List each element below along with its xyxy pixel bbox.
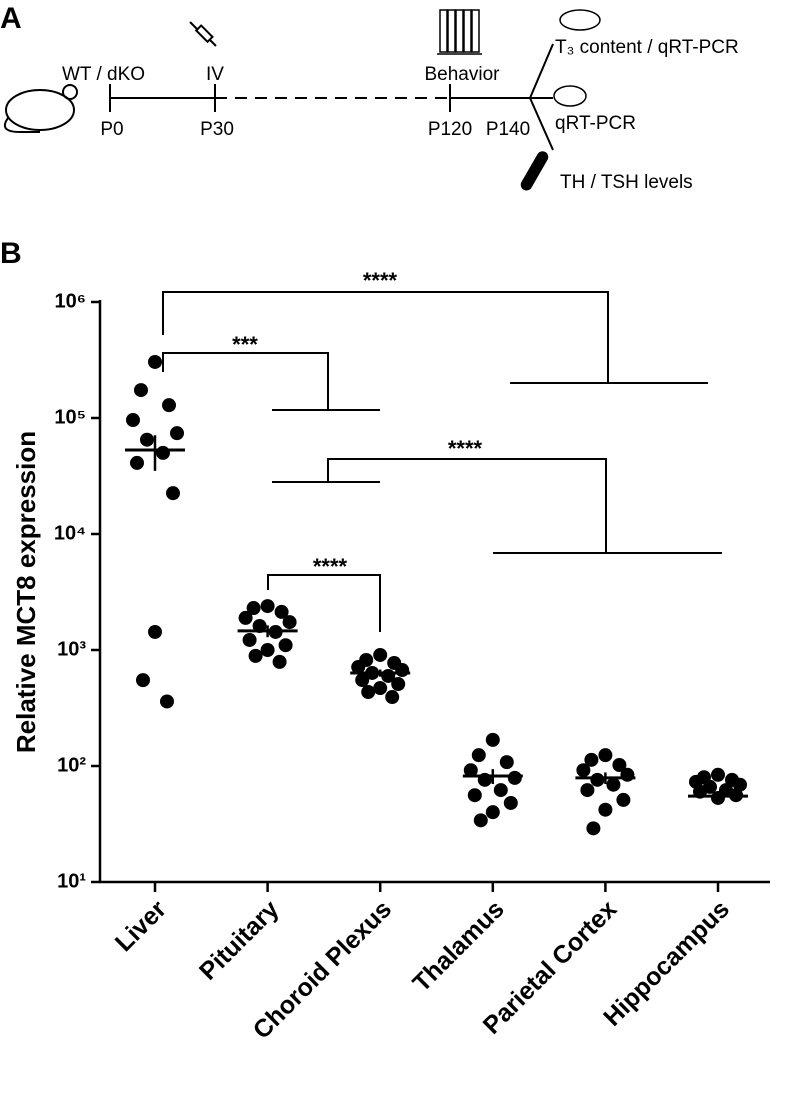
data-point: [598, 802, 613, 817]
significance: ****: [313, 554, 348, 579]
data-point: [586, 821, 601, 836]
significance: ****: [363, 268, 398, 293]
data-point: [395, 663, 410, 678]
timepoint: P120: [428, 119, 472, 140]
panel-label: A: [0, 2, 22, 35]
data-point: [733, 777, 747, 792]
y-tick-label: 10⁴: [54, 522, 86, 544]
y-tick-label: 10³: [57, 638, 86, 660]
y-tick-label: 10²: [57, 754, 86, 776]
data-point: [166, 486, 180, 501]
y-tick-label: 10⁶: [55, 290, 86, 312]
data-point: [126, 413, 140, 428]
data-point: [272, 654, 287, 669]
timeline: [109, 43, 554, 151]
data-point: [156, 445, 170, 460]
timepoint: P30: [200, 119, 234, 140]
outcome-icons: [520, 9, 601, 191]
data-point: [248, 648, 263, 663]
group-label: WT / dKO: [62, 64, 145, 85]
test-label: Behavior: [425, 64, 501, 85]
data-point: [361, 685, 376, 700]
outcome: qRT-PCR: [555, 113, 636, 134]
behavior-icon: [437, 9, 482, 55]
data-point: [576, 763, 591, 778]
data-point: [160, 694, 174, 709]
data-point: [385, 690, 400, 705]
y-axis-label: Relative MCT8 expression: [11, 431, 41, 753]
data-point: [260, 643, 275, 657]
data-point: [140, 432, 154, 447]
data-point: [473, 813, 488, 828]
data-point: [238, 610, 253, 625]
data-point: [260, 599, 275, 614]
data-point: [463, 763, 478, 778]
data-point: [351, 660, 366, 675]
data-point: [134, 383, 148, 398]
data-point: [246, 601, 261, 616]
data-point: [467, 788, 482, 803]
data-point: [620, 767, 635, 782]
outcome: T₃ content / qRT-PCR: [555, 37, 739, 58]
significance-brackets: [162, 291, 722, 632]
y-tick-label: 10⁵: [54, 406, 86, 428]
data-point: [606, 777, 621, 792]
x-tick-label: Liver: [110, 895, 172, 957]
data-point: [612, 758, 627, 773]
significance: ***: [232, 332, 258, 357]
data-point: [373, 681, 388, 696]
data-point: [711, 767, 725, 782]
data-point: [148, 354, 162, 369]
data-point: [278, 638, 293, 653]
data-point: [503, 795, 518, 810]
data-point: [580, 783, 595, 798]
x-tick-label: Pituitary: [194, 895, 285, 986]
x-tick-label: Thalamus: [407, 895, 509, 997]
outcome: TH / TSH levels: [560, 172, 693, 193]
data-point: [274, 604, 289, 619]
mouse-icon: [4, 84, 78, 133]
data-point: [590, 772, 605, 787]
data-point: [136, 673, 150, 688]
data-point: [170, 426, 184, 441]
data-point: [598, 748, 613, 763]
data-point: [493, 783, 508, 798]
timepoint: P0: [100, 119, 123, 140]
panel-label: B: [0, 237, 22, 270]
syringe-icon: [189, 21, 217, 47]
data-point: [148, 624, 162, 639]
data-point: [373, 647, 388, 662]
data-point: [507, 770, 522, 785]
data-point: [355, 673, 370, 688]
data-point: [162, 398, 176, 413]
data-point: [616, 792, 631, 807]
injection-label: IV: [206, 64, 224, 85]
timepoint: P140: [486, 119, 530, 140]
data-point: [130, 455, 144, 470]
data-point: [485, 805, 500, 820]
data-point: [584, 752, 599, 767]
y-tick-label: 10¹: [57, 870, 86, 892]
data-point: [391, 677, 406, 692]
data-point: [485, 732, 500, 747]
data-point: [242, 632, 257, 647]
data-point: [471, 748, 486, 763]
data-point: [499, 755, 514, 770]
data-point: [282, 615, 297, 630]
significance: ****: [448, 436, 483, 461]
